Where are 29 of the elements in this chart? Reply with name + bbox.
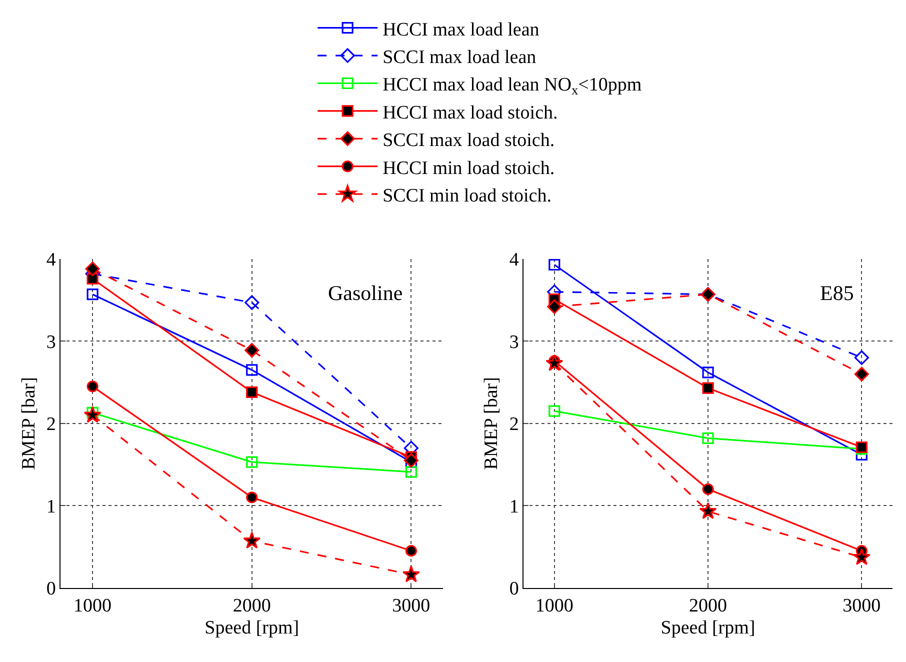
- y-axis-title: BMEP [bar]: [18, 377, 40, 470]
- x-tick-label: 1000: [74, 596, 112, 617]
- y-tick-label: 3: [509, 332, 519, 353]
- legend-label: HCCI max load lean NO$_{x}$<10ppm: [382, 74, 642, 98]
- x-axis-title: Speed [rpm]: [204, 617, 300, 638]
- annotation: Gasoline: [328, 281, 403, 305]
- legend-label: HCCI max load stoich.: [382, 102, 558, 124]
- legend-label: SCCI max load stoich.: [382, 130, 555, 152]
- legend-label: HCCI max load lean: [382, 19, 540, 40]
- x-tick-label: 3000: [392, 596, 430, 617]
- legend-label: SCCI min load stoich.: [382, 185, 552, 206]
- y-tick-label: 0: [46, 578, 56, 600]
- y-tick-label: 1: [46, 496, 56, 518]
- x-tick-label: 2000: [689, 596, 728, 617]
- y-axis-title: BMEP [bar]: [481, 377, 502, 470]
- x-axis-title: Speed [rpm]: [660, 617, 756, 638]
- legend-label: HCCI min load stoich.: [382, 158, 555, 179]
- annotation: E85: [820, 281, 854, 305]
- x-tick-label: 3000: [842, 596, 881, 617]
- y-tick-label: 2: [46, 414, 56, 436]
- y-tick-label: 4: [509, 250, 520, 271]
- y-tick-label: 4: [46, 250, 56, 271]
- x-tick-label: 2000: [232, 596, 271, 617]
- y-tick-label: 2: [509, 414, 519, 436]
- y-tick-label: 0: [509, 578, 519, 600]
- legend-label: SCCI max load lean: [382, 46, 537, 68]
- y-tick-label: 3: [46, 332, 56, 353]
- y-tick-label: 1: [509, 496, 519, 518]
- x-tick-label: 1000: [535, 596, 574, 617]
